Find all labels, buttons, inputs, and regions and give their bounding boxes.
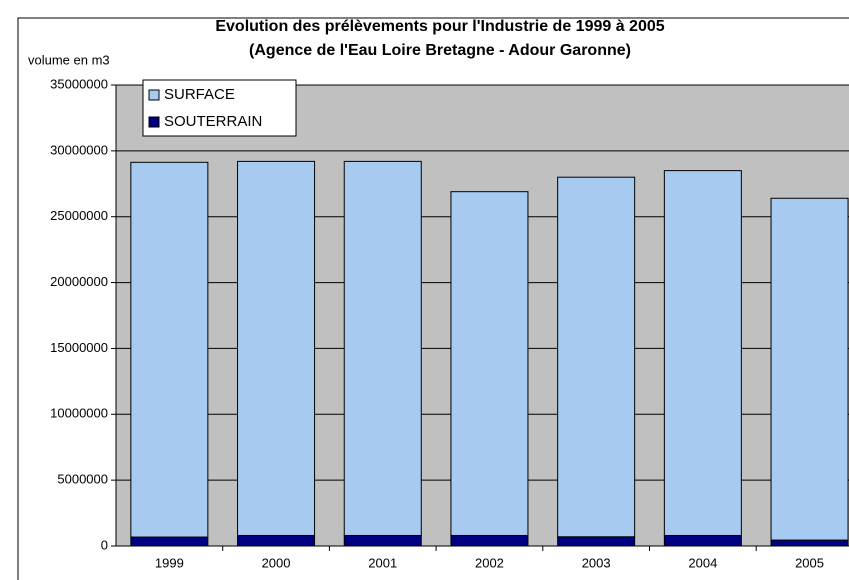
bar-segment bbox=[770, 197, 849, 541]
y-tick-label: 35000000 bbox=[50, 76, 108, 91]
y-tick-label: 20000000 bbox=[50, 274, 108, 289]
y-tick-label: 10000000 bbox=[50, 406, 108, 421]
bar-segment bbox=[130, 536, 209, 547]
x-tick-label: 1999 bbox=[155, 555, 184, 570]
bar-segment bbox=[450, 191, 529, 536]
legend-swatch bbox=[148, 89, 160, 101]
y-tick-label: 30000000 bbox=[50, 142, 108, 157]
y-tick-label: 25000000 bbox=[50, 208, 108, 223]
chart-title: Evolution des prélèvements pour l'Indust… bbox=[215, 18, 664, 35]
bar-segment bbox=[343, 534, 422, 547]
x-tick-label: 2001 bbox=[368, 555, 397, 570]
x-tick-label: 2002 bbox=[475, 555, 504, 570]
x-tick-label: 2004 bbox=[688, 555, 717, 570]
x-tick-label: 2005 bbox=[795, 555, 824, 570]
legend-box bbox=[142, 79, 297, 137]
bar-segment bbox=[237, 160, 316, 536]
y-tick-label: 0 bbox=[101, 537, 108, 552]
x-tick-label: 2000 bbox=[262, 555, 291, 570]
y-tick-label: 5000000 bbox=[57, 472, 108, 487]
bar-segment bbox=[770, 539, 849, 547]
legend-label: SURFACE bbox=[164, 86, 235, 103]
bar-segment bbox=[663, 534, 742, 547]
y-axis-label: volume en m3 bbox=[28, 52, 110, 67]
bar-segment bbox=[663, 170, 742, 536]
bar-segment bbox=[237, 534, 316, 547]
x-tick-label: 2003 bbox=[582, 555, 611, 570]
bar-segment bbox=[130, 161, 209, 538]
legend-swatch bbox=[148, 116, 160, 128]
bar-segment bbox=[450, 534, 529, 547]
y-tick-label: 15000000 bbox=[50, 340, 108, 355]
bar-segment bbox=[343, 160, 422, 536]
bar-segment bbox=[557, 536, 636, 547]
bar-segment bbox=[557, 176, 636, 538]
legend-label: SOUTERRAIN bbox=[164, 113, 262, 130]
chart-subtitle: (Agence de l'Eau Loire Bretagne - Adour … bbox=[249, 42, 631, 59]
